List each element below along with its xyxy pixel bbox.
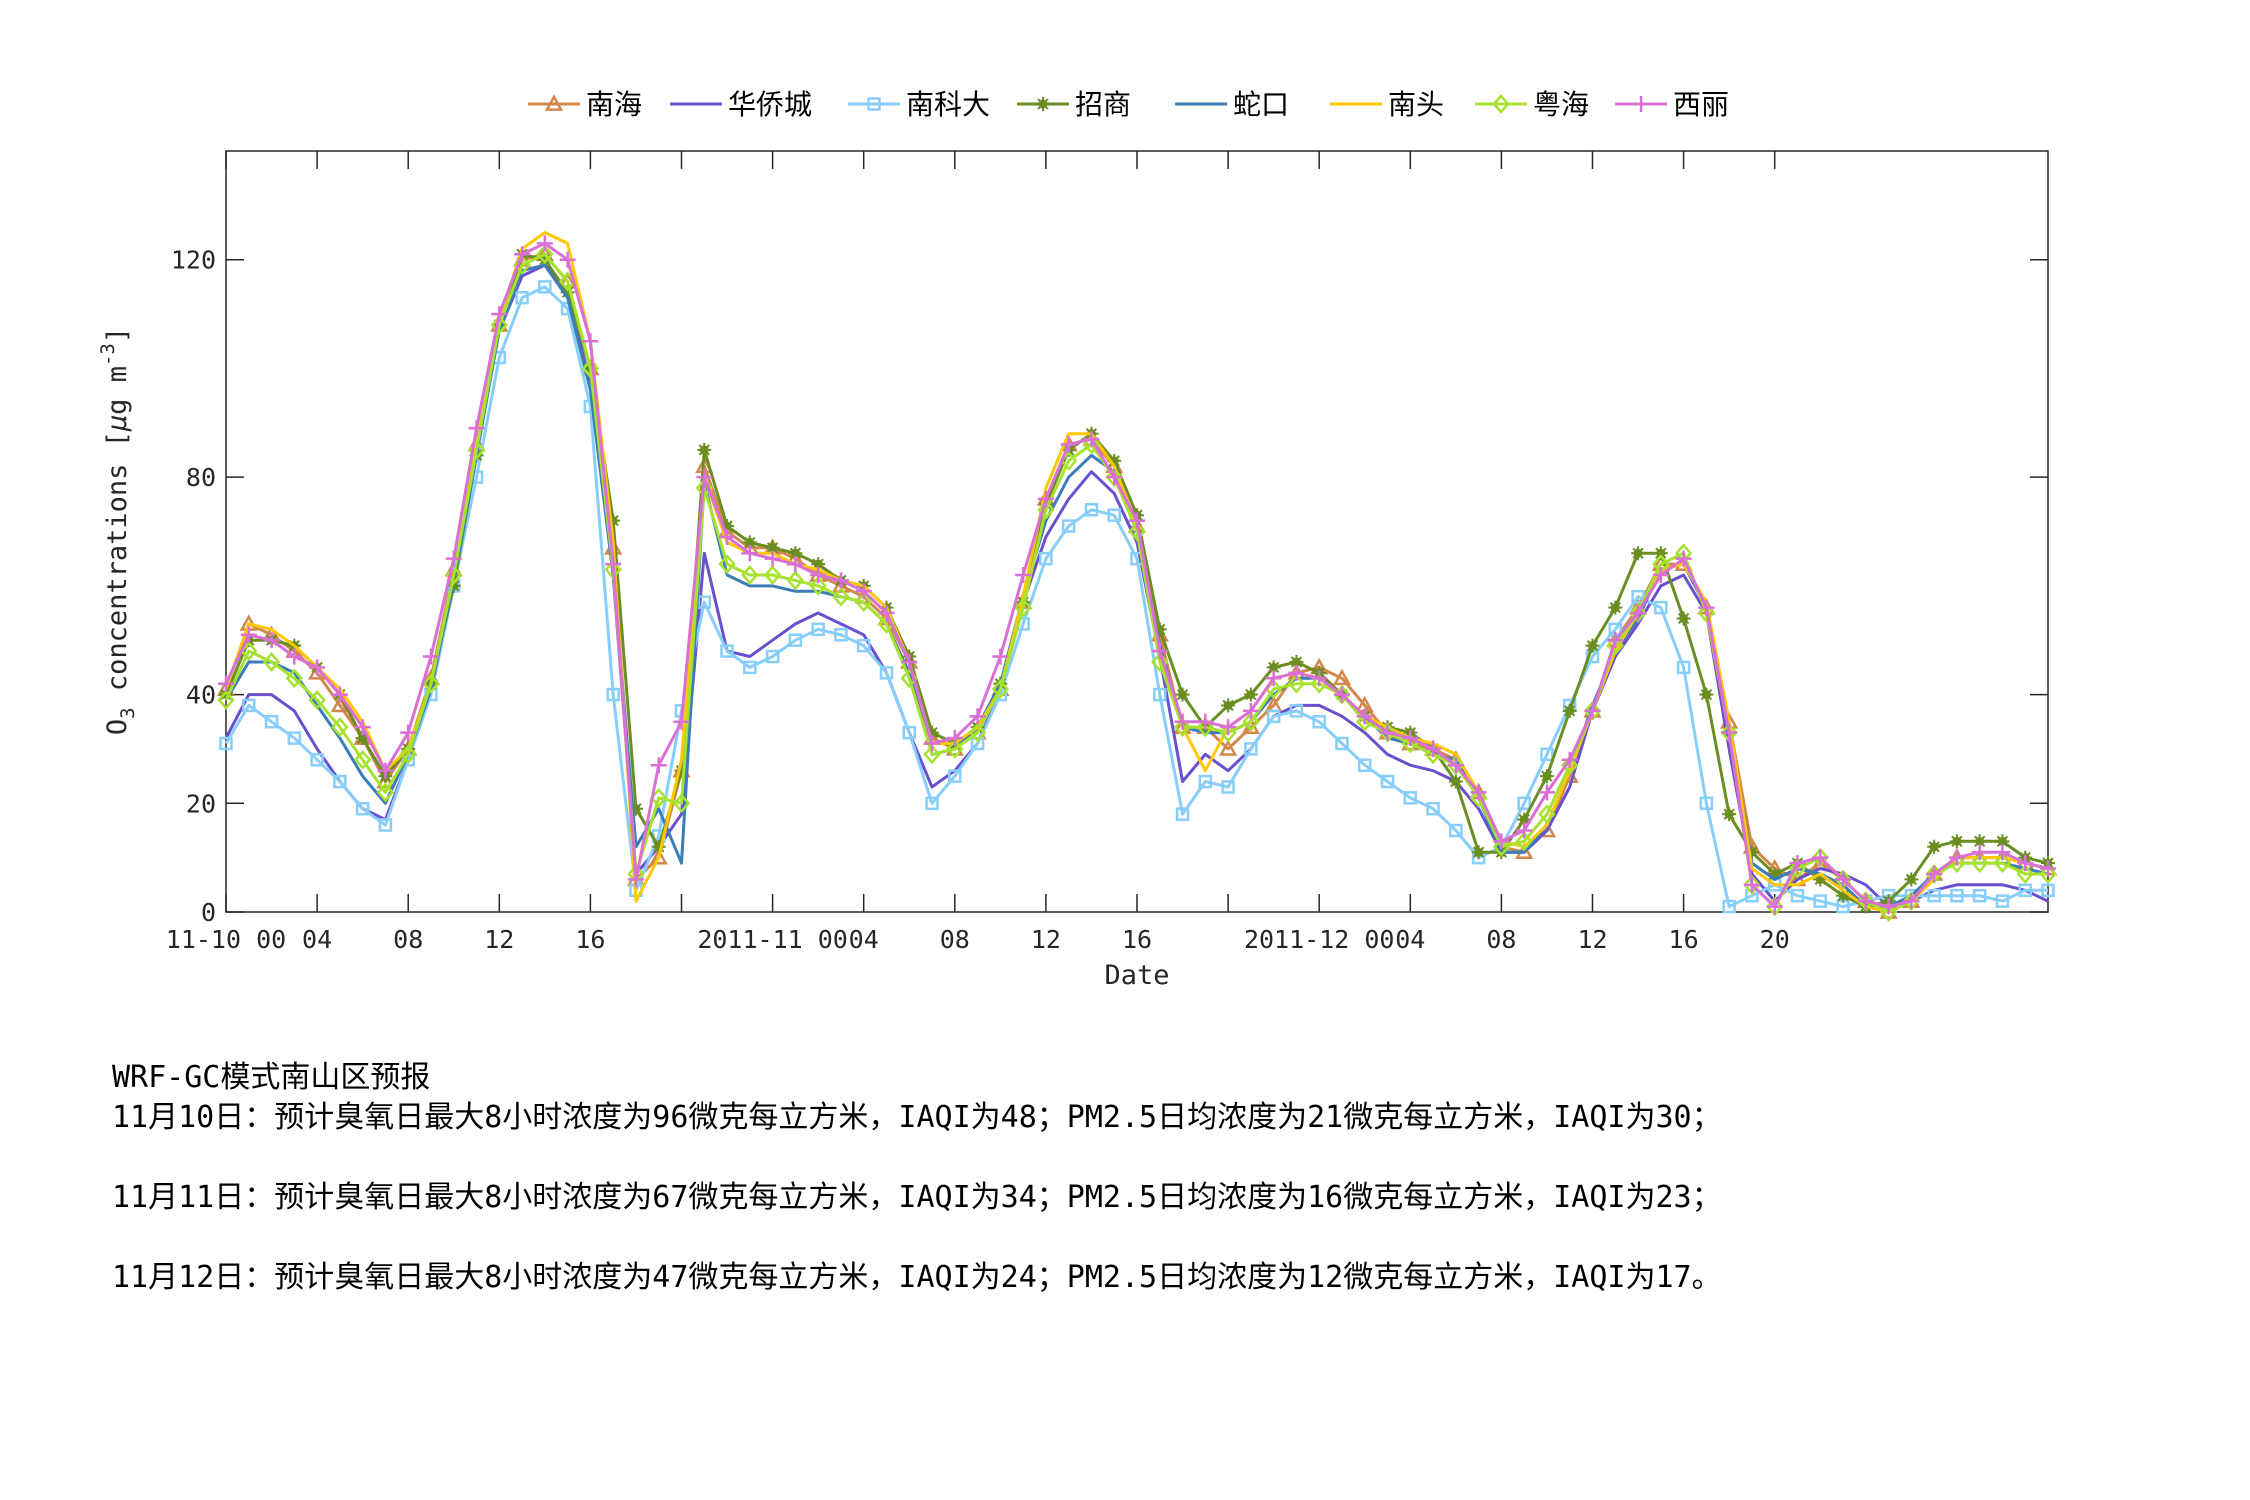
legend-item-3: 招商 [1017,88,1131,121]
x-axis: 11-10 00 04 08 12 16 2011-11 00 04 08 12 16 2011-1… [166,151,1790,954]
x-tick-label: 20 [1760,925,1790,954]
x-tick-label: 04 [1395,925,1425,954]
y-tick-label: 0 [201,898,216,927]
y-tick-label: 120 [171,246,216,275]
legend-item-0: 南海 [528,88,642,121]
y-axis: 0 20 40 80 120 [171,246,2048,927]
series-2 [219,280,2055,914]
x-axis-title: Date [1104,960,1169,991]
x-tick-label: 08 [1486,925,1516,954]
x-tick-label: 12 [1577,925,1607,954]
legend-item-1: 华侨城 [670,88,812,121]
chart-legend: 南海 华侨城 南科大 招商 蛇口 南头 粤海 西丽 [528,88,1729,121]
x-tick-label: 08 [393,925,423,954]
legend-label: 南海 [586,88,642,121]
legend-label: 华侨城 [728,88,812,121]
x-tick-label: 16 [575,925,605,954]
legend-label: 蛇口 [1233,88,1289,121]
report-line-day2: 11月11日：预计臭氧日最大8小时浓度为67微克每立方米，IAQI为34；PM2… [112,1180,1722,1215]
y-axis-title: O3 concentrations [μg m-3] [97,327,139,735]
y-tick-label: 40 [186,681,216,710]
legend-label: 南科大 [906,88,990,121]
y-tick-label: 80 [186,463,216,492]
legend-item-7: 西丽 [1615,88,1729,121]
legend-item-6: 粤海 [1475,88,1589,121]
legend-item-4: 蛇口 [1175,88,1289,121]
x-tick-label: 04 [849,925,879,954]
y-tick-label: 20 [186,789,216,818]
legend-label: 南头 [1388,88,1444,121]
legend-item-5: 南头 [1330,88,1444,121]
series-line [224,285,2048,909]
series-6 [217,244,2057,922]
report-title: WRF-GC模式南山区预报 [112,1060,431,1095]
legend-item-2: 南科大 [848,88,990,121]
legend-label: 粤海 [1533,88,1589,121]
series-7 [218,235,2056,915]
x-tick-label: 16 [1669,925,1699,954]
legend-label: 西丽 [1673,88,1729,121]
series-line [224,241,2049,909]
forecast-report: WRF-GC模式南山区预报 11月10日：预计臭氧日最大8小时浓度为96微克每立… [112,1058,1722,1298]
x-tick-label: 11-10 00 [166,925,286,954]
x-tick-label: 12 [484,925,514,954]
legend-label: 招商 [1075,88,1131,121]
x-tick-label: 08 [940,925,970,954]
report-line-day3: 11月12日：预计臭氧日最大8小时浓度为47微克每立方米，IAQI为24；PM2… [112,1260,1722,1295]
x-tick-label: 2011-11 00 [697,925,848,954]
series-lines [216,231,2058,922]
x-tick-label: 16 [1122,925,1152,954]
x-tick-label: 12 [1031,925,1061,954]
x-tick-label: 2011-12 00 [1244,925,1395,954]
report-line-day1: 11月10日：预计臭氧日最大8小时浓度为96微克每立方米，IAQI为48；PM2… [112,1100,1722,1135]
x-tick-label: 04 [302,925,332,954]
